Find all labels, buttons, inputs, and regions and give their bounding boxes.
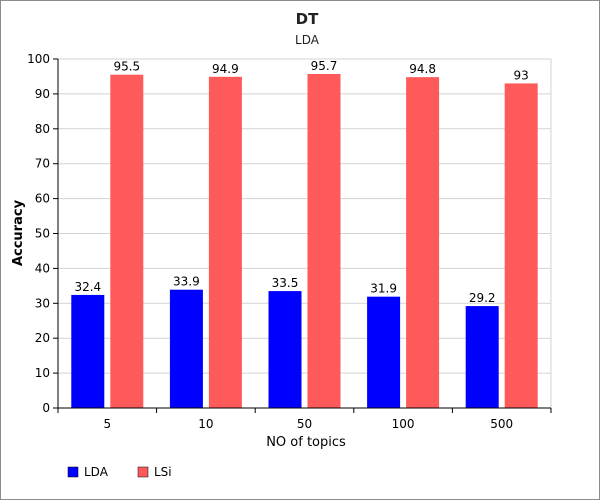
bar-lda-500[interactable] <box>465 306 499 408</box>
y-tick-label: 70 <box>35 157 50 171</box>
data-label: 31.9 <box>370 282 397 296</box>
bar-lda-50[interactable] <box>268 291 302 408</box>
bars <box>71 74 538 409</box>
bar-lda-10[interactable] <box>169 289 203 408</box>
y-tick-label: 0 <box>42 401 50 415</box>
legend-swatch <box>67 466 79 478</box>
legend-label: LDA <box>84 465 109 479</box>
data-label: 94.8 <box>409 62 436 76</box>
x-tick-label: 100 <box>392 417 415 431</box>
bar-lsi-50[interactable] <box>307 74 341 409</box>
legend-item-lda[interactable]: LDA <box>67 465 109 479</box>
bar-lsi-500[interactable] <box>504 83 538 409</box>
bar-lsi-5[interactable] <box>110 74 144 408</box>
chart-subtitle: LDA <box>295 33 320 47</box>
bar-lsi-10[interactable] <box>208 76 242 408</box>
data-label: 33.9 <box>173 275 200 289</box>
x-axis-label: NO of topics <box>266 435 346 450</box>
legend-item-lsi[interactable]: LSi <box>137 465 172 479</box>
x-tick-label: 500 <box>490 417 513 431</box>
data-label: 95.5 <box>113 60 140 74</box>
bar-lda-5[interactable] <box>71 294 105 408</box>
bar-lsi-100[interactable] <box>406 77 440 408</box>
x-tick-label: 5 <box>103 417 111 431</box>
data-label: 93 <box>514 68 529 82</box>
y-tick-label: 60 <box>35 192 50 206</box>
legend-swatch <box>137 466 149 478</box>
data-labels: 32.4 95.5 33.9 94.9 33.5 95.7 31.9 94.8 29.2 93 <box>74 59 528 305</box>
y-tick-label: 10 <box>35 366 50 380</box>
y-tick-label: 100 <box>27 52 50 66</box>
data-label: 95.7 <box>311 59 338 73</box>
data-label: 29.2 <box>469 291 496 305</box>
y-tick-label: 40 <box>35 261 50 275</box>
y-axis-label: Accuracy <box>11 199 26 266</box>
y-tick-label: 50 <box>35 227 50 241</box>
y-tick-label: 80 <box>35 122 50 136</box>
x-tick-label: 50 <box>297 417 312 431</box>
data-label: 33.5 <box>272 276 299 290</box>
x-tick-label: 10 <box>198 417 213 431</box>
chart-title: DT <box>296 10 319 28</box>
y-tick-label: 30 <box>35 296 50 310</box>
data-label: 94.9 <box>212 62 239 76</box>
y-tick-label: 90 <box>35 87 50 101</box>
legend-label: LSi <box>154 465 172 479</box>
axes: 0 10 20 30 40 50 60 70 80 90 100 5 10 50 100 500 <box>27 52 552 431</box>
data-label: 32.4 <box>74 280 101 294</box>
y-tick-label: 20 <box>35 331 50 345</box>
legend[interactable]: LDA LSi <box>67 465 172 479</box>
bar-lda-100[interactable] <box>367 296 401 408</box>
